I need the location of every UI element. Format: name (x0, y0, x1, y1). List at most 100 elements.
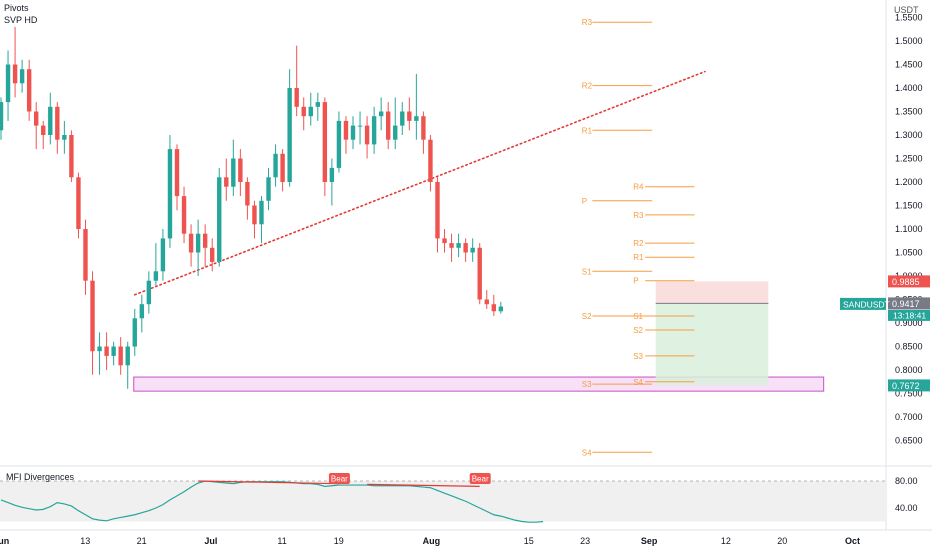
candle-body (252, 205, 257, 225)
candle-body (435, 182, 440, 239)
candle-body (378, 111, 384, 117)
y-tick-label: 1.2000 (895, 177, 923, 187)
pivot-weekly-label: S4 (633, 378, 643, 387)
support-zone (133, 376, 825, 392)
candle (484, 290, 489, 309)
bear-label: Bear (331, 475, 348, 484)
candle (280, 149, 285, 192)
mfi-title: MFI Divergences (6, 472, 75, 482)
candle (498, 301, 504, 314)
symbol-tag-bg (840, 297, 886, 310)
candle (139, 294, 144, 333)
candle-body (104, 346, 109, 356)
mfi-line (0, 480, 544, 523)
candle (294, 45, 299, 117)
candle (287, 69, 292, 187)
candle-body (266, 177, 271, 201)
candle (393, 97, 398, 150)
candle-body (217, 177, 222, 262)
trendline (133, 70, 706, 296)
candle-body (456, 243, 461, 248)
candle-body (407, 111, 412, 121)
x-tick-label: Sep (641, 536, 658, 546)
candle-body (202, 233, 208, 248)
y-tick-label: 0.6500 (895, 436, 923, 446)
stop-price-label: 0.9885 (892, 277, 920, 287)
target-price-label-bg (888, 379, 930, 392)
candle (238, 149, 243, 197)
candle (357, 111, 363, 145)
candle-body (393, 125, 398, 140)
candle (174, 144, 180, 211)
bear-label: Bear (472, 475, 489, 484)
y-tick-label: 1.2500 (895, 154, 923, 164)
y-tick-label: 0.9000 (895, 318, 923, 328)
candle (210, 238, 215, 272)
candle (386, 102, 391, 150)
candle (428, 135, 433, 192)
candle-body (210, 247, 215, 262)
candle-body (90, 280, 95, 352)
mfi-panel: 80.00 40.00 Bear Bear (0, 473, 918, 523)
candle (456, 233, 461, 258)
candle (273, 144, 278, 187)
candle-body (188, 233, 194, 253)
x-tick-label: 19 (334, 536, 344, 546)
candle-body (26, 69, 32, 112)
y-tick-label: 1.5500 (895, 13, 923, 23)
candle (378, 97, 384, 131)
candle (12, 26, 18, 98)
candle (245, 177, 250, 220)
x-tick-label: Jun (0, 536, 9, 546)
candle (329, 158, 335, 206)
candle-body (400, 111, 405, 126)
candle (477, 243, 482, 305)
y-tick-label: 1.5000 (895, 36, 923, 46)
overlay-label-pivots: Pivots (4, 3, 29, 13)
x-tick-label: Aug (423, 536, 441, 546)
candle-body (48, 106, 53, 135)
candle-body (34, 111, 39, 126)
y-tick-label: 1.4500 (895, 60, 923, 70)
candle (371, 106, 377, 154)
candle-body (146, 280, 152, 305)
candle (104, 332, 109, 370)
candle-body (273, 153, 278, 178)
y-tick-label: 0.7000 (895, 412, 923, 422)
candle (463, 238, 468, 262)
candle-body (428, 139, 433, 182)
candle-body (181, 196, 187, 234)
candle (19, 59, 25, 93)
candle (259, 196, 264, 244)
overlay-label-svp: SVP HD (4, 15, 38, 25)
mfi-divergence-line (198, 480, 339, 485)
candle (118, 337, 123, 375)
position-reward-area (655, 303, 769, 386)
candle (5, 50, 11, 121)
candle (449, 233, 454, 262)
candle (364, 116, 370, 159)
pivot-monthly-label: P (582, 197, 587, 206)
candle-body (97, 346, 102, 352)
candle-body (19, 69, 25, 84)
candle (76, 172, 81, 239)
symbol-tag: SANDUSDT (843, 299, 890, 309)
candle-body (350, 125, 356, 140)
candle (26, 59, 32, 121)
candle-body (287, 88, 292, 182)
candle (202, 224, 208, 267)
x-tick-label: 11 (277, 536, 286, 546)
candle (252, 200, 257, 239)
candle-body (470, 247, 475, 253)
candle-body (308, 106, 313, 117)
bear-label-bg (469, 473, 491, 484)
pivot-monthly-label: R3 (582, 18, 593, 27)
y-tick-label: 0.7500 (895, 389, 923, 399)
mfi-y-tick: 40.00 (895, 503, 918, 513)
candle (231, 139, 236, 197)
y-tick-label: 1.1000 (895, 224, 923, 234)
candle (125, 341, 130, 389)
pivot-weekly-label: S1 (633, 312, 643, 321)
candle-body (301, 106, 306, 117)
